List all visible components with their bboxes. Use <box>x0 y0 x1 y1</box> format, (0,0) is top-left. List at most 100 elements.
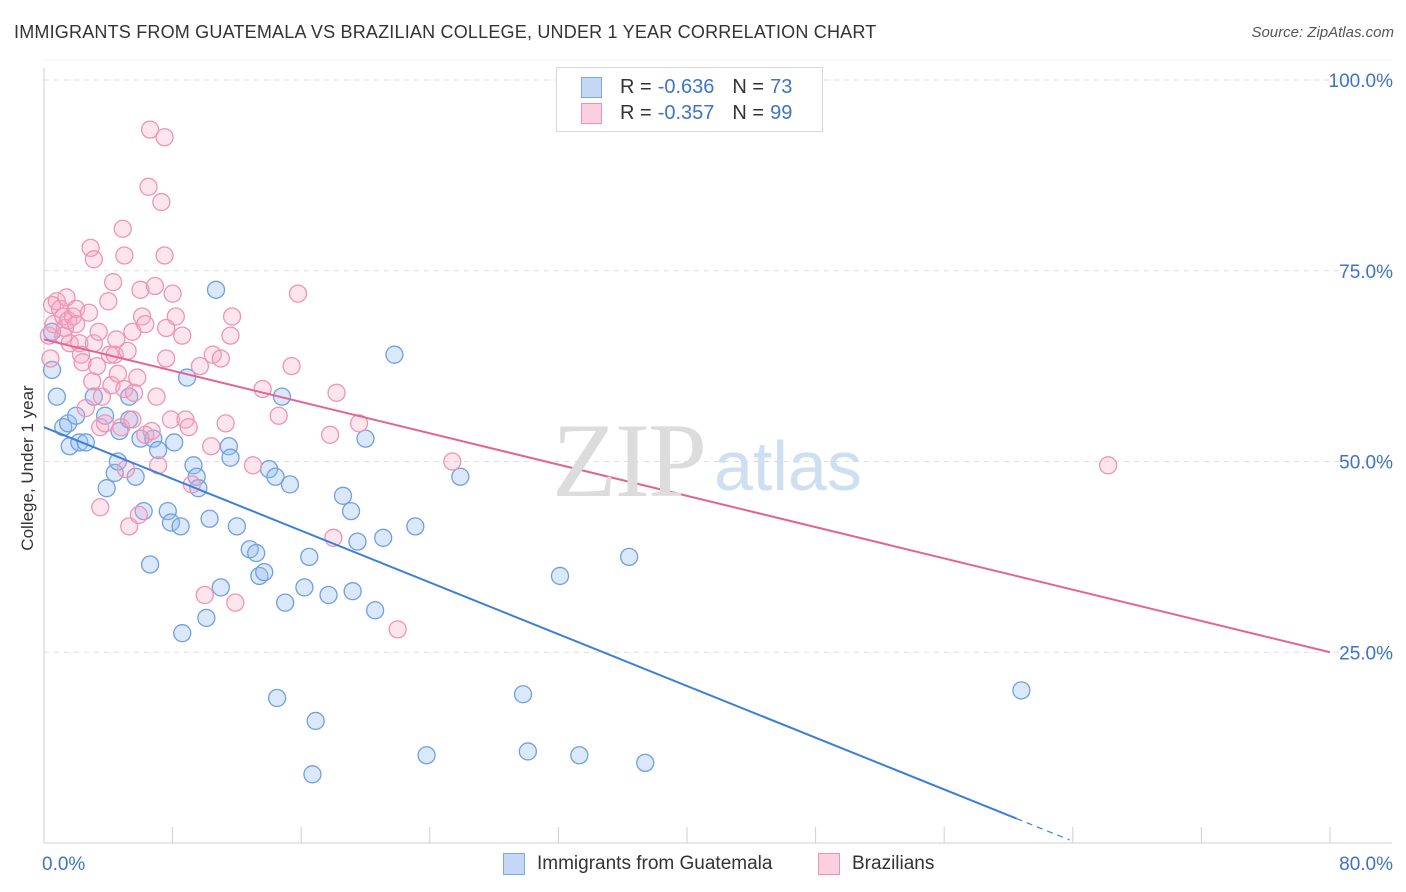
guatemala-point <box>97 479 116 498</box>
guatemala-point <box>148 440 168 460</box>
guatemala-point <box>518 742 538 761</box>
guatemala-point <box>451 467 470 486</box>
brazilian-point <box>161 410 181 429</box>
brazilian-point <box>91 498 110 517</box>
brazilian-point <box>349 414 369 433</box>
brazilian-trend-line <box>43 338 1331 654</box>
brazilian-point <box>124 383 144 402</box>
guatemala-point <box>374 528 393 547</box>
bottom-legend-label: Brazilians <box>852 853 935 874</box>
guatemala-point <box>303 765 322 784</box>
brazilian-point <box>140 120 160 139</box>
brazilian-point <box>1099 456 1118 475</box>
guatemala-point <box>206 280 226 299</box>
guatemala-point <box>356 429 375 448</box>
brazilian-point <box>115 379 134 399</box>
guatemala-point <box>406 517 425 536</box>
brazilian-point <box>99 292 118 311</box>
guatemala-point <box>165 433 184 452</box>
y-tick-label: 100.0% <box>1329 71 1394 92</box>
bottom-legend-brazilians[interactable]: Brazilians <box>818 852 934 876</box>
brazilian-point <box>288 284 308 303</box>
guatemala-point <box>319 585 338 605</box>
y-tick-label: 75.0% <box>1339 262 1393 283</box>
guatemala-point <box>211 578 230 597</box>
guatemala-point <box>280 475 300 494</box>
guatemala-point <box>619 547 639 567</box>
y-tick-label: 25.0% <box>1339 643 1393 664</box>
guatemala-point <box>417 746 436 765</box>
brazilian-point <box>221 326 240 345</box>
y-tick-label: 50.0% <box>1339 453 1393 474</box>
guatemala-point <box>247 543 266 563</box>
bottom-legend-label: Immigrants from Guatemala <box>537 853 773 874</box>
guatemala-point <box>306 711 325 731</box>
guatemala-point <box>126 467 145 486</box>
brazilian-point <box>282 356 301 376</box>
guatemala-point <box>67 406 86 425</box>
bottom-legend-guatemala[interactable]: Immigrants from Guatemala <box>503 852 772 876</box>
brazilian-point <box>84 250 103 269</box>
x-tick-label: 80.0% <box>1339 854 1393 875</box>
guatemala-point <box>343 582 362 601</box>
brazilian-point <box>145 276 165 296</box>
guatemala-point <box>140 555 160 574</box>
brazilian-point <box>222 307 242 326</box>
brazilian-point <box>327 383 346 402</box>
brazilian-point <box>202 437 221 456</box>
brazilian-point <box>152 192 171 212</box>
legend-n-value: 99 <box>770 101 793 124</box>
brazilian-point <box>190 356 210 376</box>
guatemala-point <box>221 448 240 467</box>
guatemala-point <box>295 578 314 597</box>
brazilian-point <box>113 219 132 238</box>
guatemala-point <box>275 593 295 612</box>
brazilian-point <box>76 398 95 418</box>
guatemala-point <box>266 467 285 486</box>
guatemala-point <box>348 532 367 551</box>
stats-legend: R = -0.636 N = 73 R = -0.357 N = 99 <box>556 67 823 132</box>
brazilian-point <box>166 307 185 326</box>
legend-row-brazilians: R = -0.357 N = 99 <box>581 101 792 125</box>
brazilian-point <box>83 372 102 391</box>
watermark-atlas: atlas <box>714 427 862 505</box>
brazilian-point <box>79 303 99 322</box>
brazilian-point <box>136 315 155 334</box>
brazilian-point <box>108 364 128 383</box>
guatemala-point <box>385 345 404 364</box>
guatemala-point <box>105 463 124 483</box>
legend-r-label: R = <box>620 75 652 98</box>
bottom-legend-swatch-guatemala <box>503 853 525 875</box>
brazilian-point <box>155 246 174 265</box>
guatemala-point <box>42 360 62 380</box>
guatemala-point <box>341 501 361 521</box>
guatemala-point <box>173 624 192 643</box>
guatemala-point <box>47 387 67 406</box>
guatemala-point <box>184 456 203 475</box>
brazilian-point <box>195 585 214 605</box>
brazilian-point <box>139 177 158 196</box>
brazilian-point <box>115 246 134 265</box>
brazilian-point <box>128 368 147 387</box>
brazilian-point <box>95 414 115 433</box>
guatemala-point <box>636 753 655 773</box>
brazilian-point <box>87 356 107 376</box>
guatemala-point <box>513 685 533 704</box>
brazilian-point <box>129 505 148 525</box>
legend-r-value: -0.357 <box>657 101 715 124</box>
bottom-legend-swatch-brazilians <box>818 853 840 875</box>
legend-row-guatemala: R = -0.636 N = 73 <box>581 75 792 99</box>
guatemala-point <box>333 486 353 505</box>
guatemala-point <box>227 517 247 536</box>
brazilian-point <box>118 341 137 361</box>
y-axis-label: College, Under 1 year <box>18 385 37 551</box>
guatemala-point <box>267 688 287 708</box>
brazilian-point <box>89 322 108 341</box>
brazilian-point <box>173 326 192 345</box>
brazilian-point <box>388 620 407 639</box>
guatemala-point <box>300 547 319 567</box>
legend-r-label: R = <box>620 101 652 124</box>
guatemala-point <box>570 746 589 765</box>
brazilian-point <box>103 273 123 292</box>
